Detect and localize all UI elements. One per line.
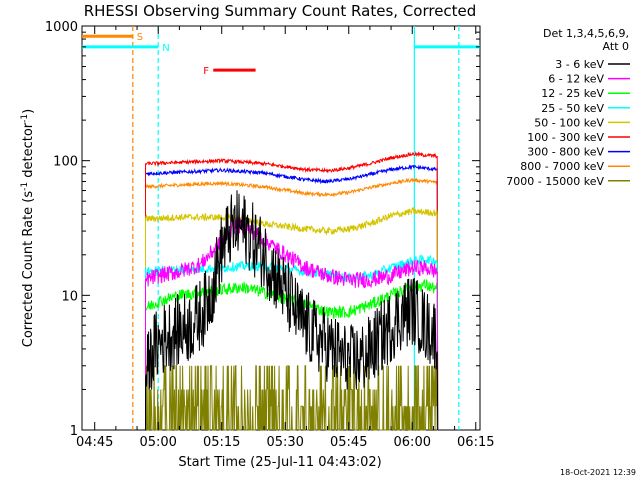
x-tick-label: 06:15 (457, 435, 494, 450)
legend: Det 1,3,4,5,6,9, Att 0 3 - 6 keV 6 - 12 k… (506, 27, 630, 188)
series-line (145, 218, 439, 431)
y-axis-label: Corrected Count Rate (s-1 detector-1) (20, 109, 36, 347)
series-line (145, 365, 438, 431)
y-tick-label: 1 (70, 424, 78, 439)
y-axis-label-main: Corrected Count Rate (s (21, 191, 36, 348)
y-axis-label-exp1: -1 (20, 182, 30, 191)
y-tick-label: 100 (53, 155, 78, 170)
x-tick-label: 05:30 (266, 435, 303, 450)
x-axis-label: Start Time (25-Jul-11 04:43:02) (178, 455, 381, 470)
legend-label: 12 - 25 keV (541, 87, 604, 100)
footer-date: 18-Oct-2021 12:39 (560, 468, 636, 477)
series-line (145, 177, 439, 431)
y-tick-label: 1000 (45, 20, 78, 35)
x-tick-label: 06:00 (394, 435, 431, 450)
series-line (145, 150, 439, 431)
legend-header-line2: Att 0 (603, 40, 629, 53)
legend-label: 7000 - 15000 keV (506, 175, 604, 188)
series-lines (145, 150, 439, 431)
x-axis-ticks: 04:45 05:00 05:15 05:30 05:45 06:00 06:15 (76, 26, 495, 450)
flag-label: S (137, 32, 143, 43)
legend-label: 6 - 12 keV (548, 73, 604, 86)
flag-bars: S N F (82, 32, 480, 77)
plot-area: S N F 1 10 100 1000 04:45 05:00 05:15 05:30 05:45… (45, 20, 495, 450)
legend-label: 100 - 300 keV (527, 131, 604, 144)
legend-label: 300 - 800 keV (527, 146, 604, 159)
y-axis-label-end: ) (21, 109, 36, 114)
chart-title: RHESSI Observing Summary Count Rates, Co… (84, 2, 477, 20)
x-tick-label: 04:45 (76, 435, 113, 450)
series-line (145, 206, 439, 431)
x-tick-label: 05:00 (139, 435, 176, 450)
legend-label: 25 - 50 keV (541, 102, 604, 115)
y-tick-label: 10 (61, 289, 78, 304)
legend-label: 800 - 7000 keV (520, 160, 604, 173)
flag-label: F (203, 66, 209, 77)
legend-label: 3 - 6 keV (555, 58, 604, 71)
y-axis-ticks: 1 10 100 1000 (45, 20, 480, 439)
y-axis-label-exp2: -1 (20, 114, 30, 123)
flag-label: N (162, 43, 169, 54)
y-axis-label-mid: detector (21, 122, 36, 182)
series-line (145, 164, 439, 431)
x-tick-label: 05:15 (203, 435, 240, 450)
x-tick-label: 05:45 (330, 435, 367, 450)
legend-label: 50 - 100 keV (534, 116, 604, 129)
series-line (145, 190, 439, 431)
legend-header-line1: Det 1,3,4,5,6,9, (543, 27, 629, 40)
